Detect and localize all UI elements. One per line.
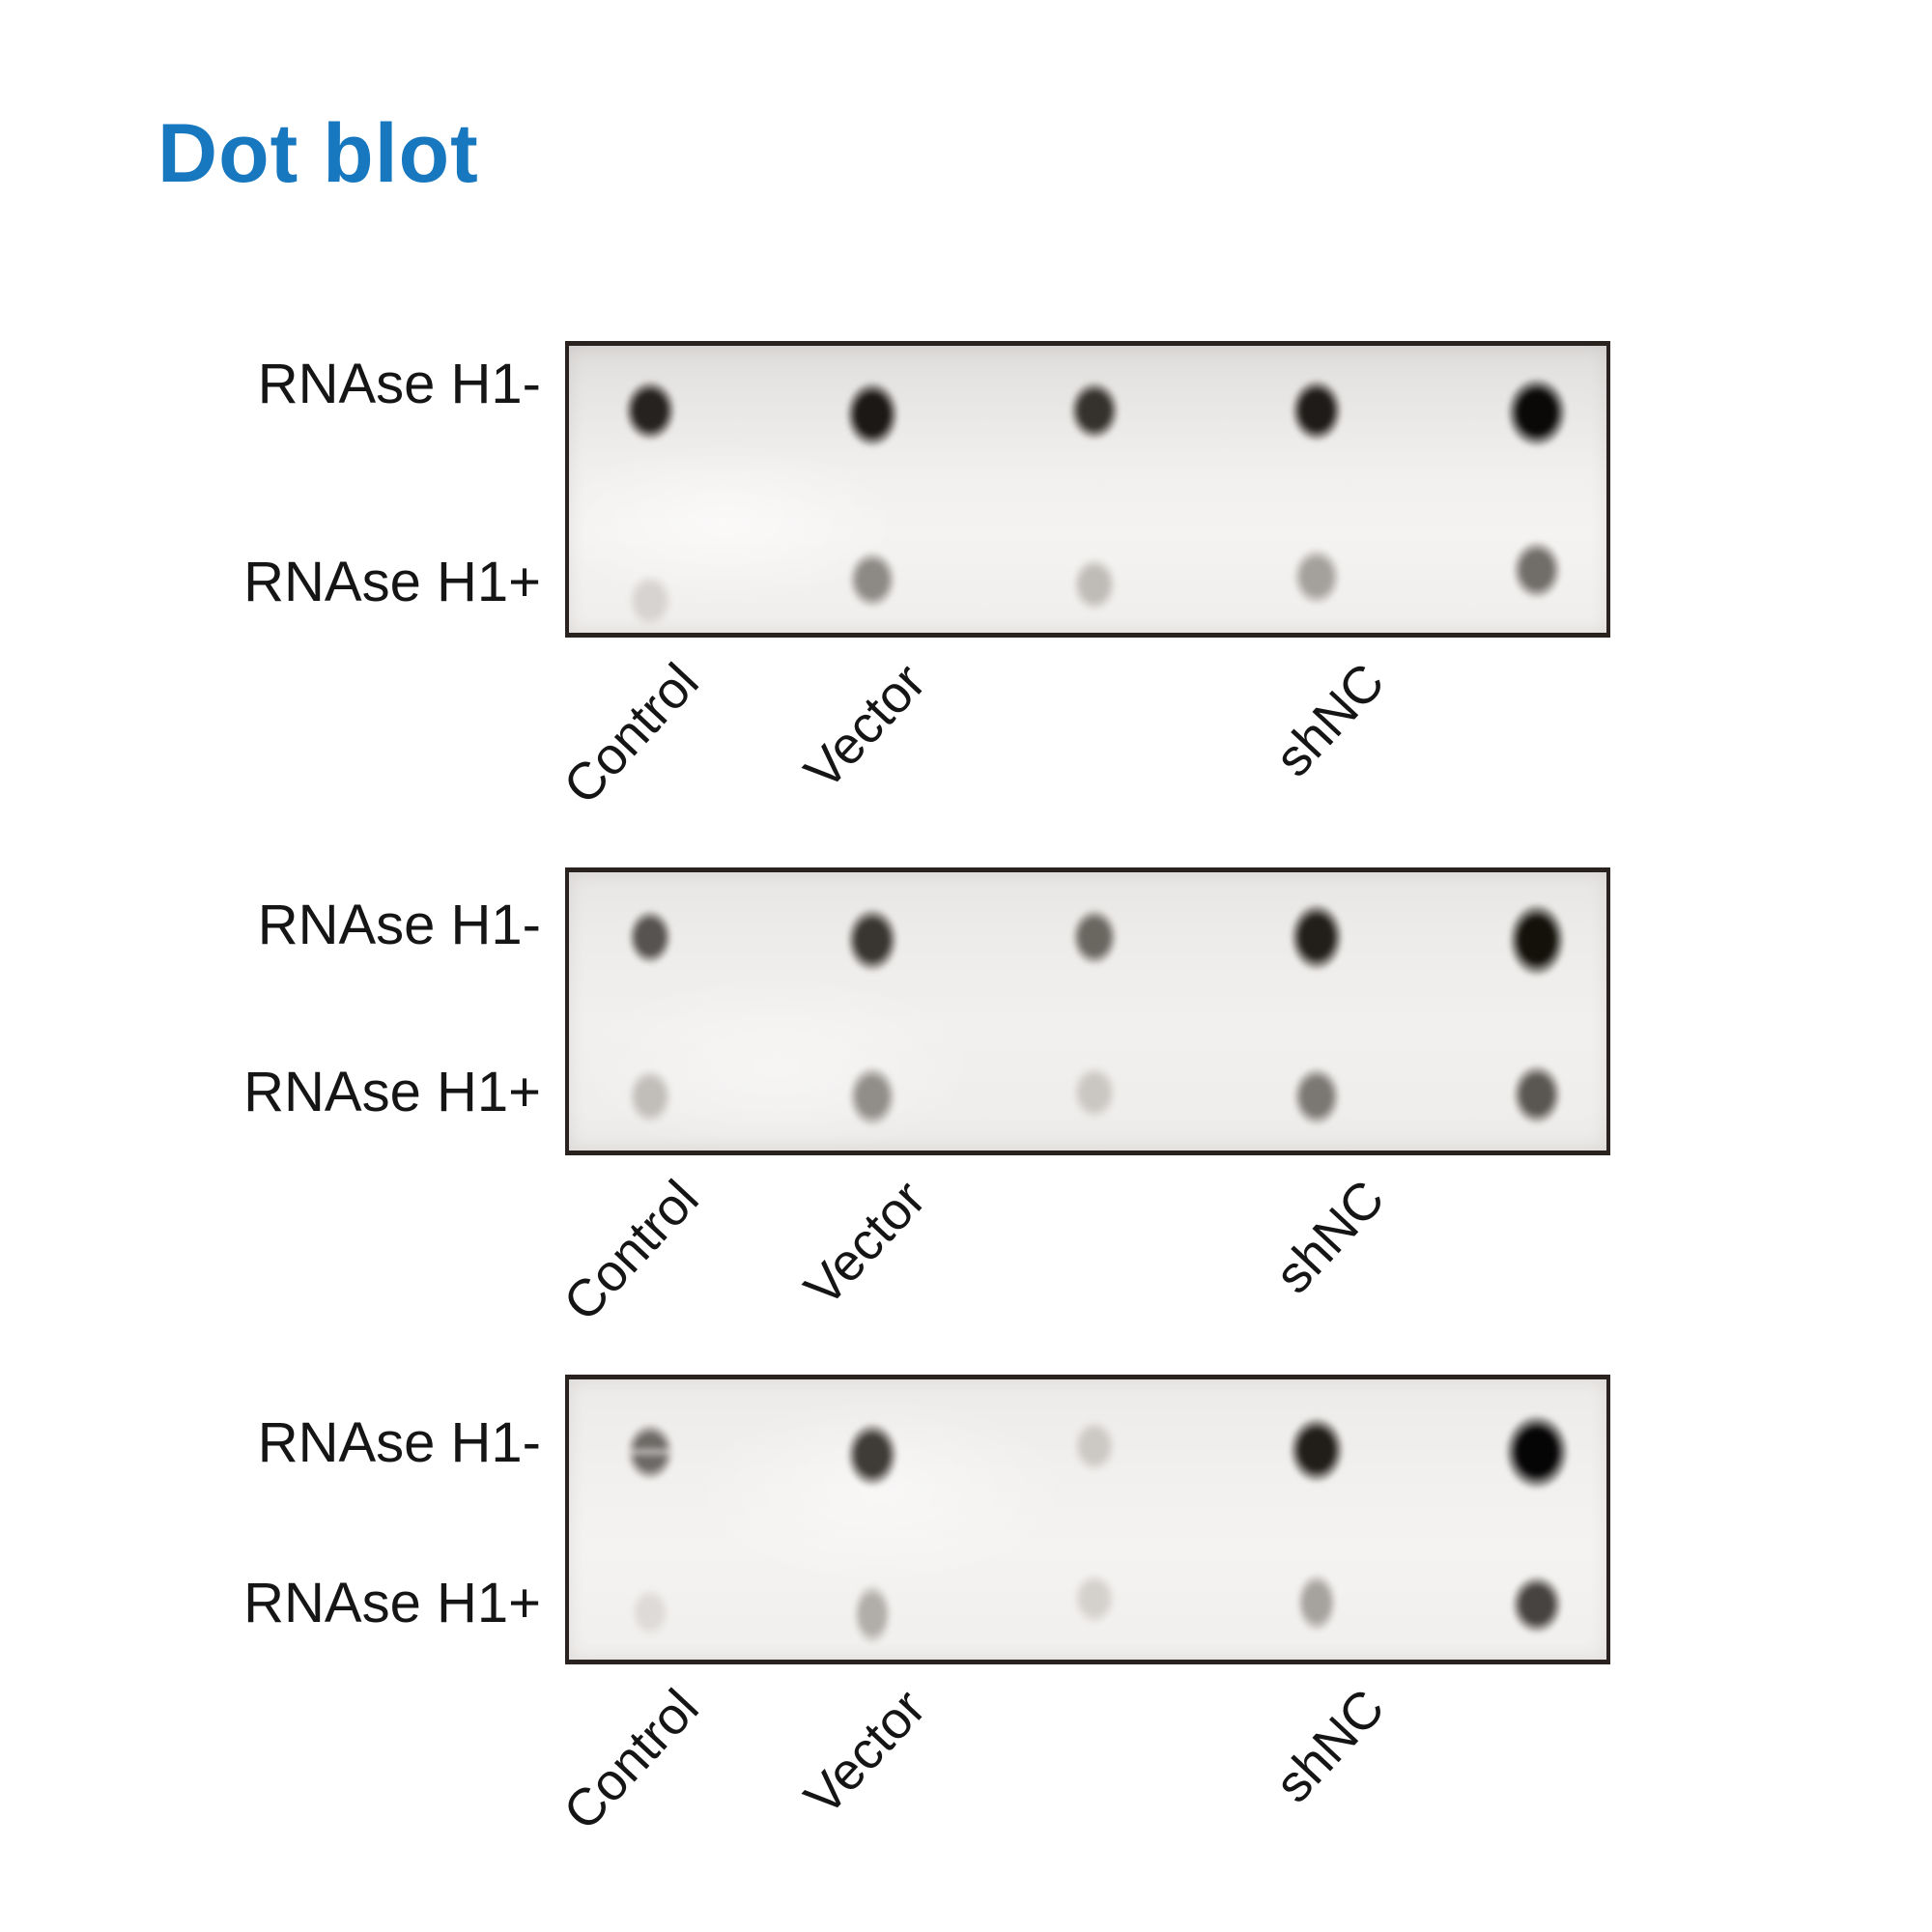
blot-dot <box>625 1422 675 1482</box>
lane-label-control: Control <box>553 652 710 815</box>
lane-label-control: Control <box>553 1169 710 1332</box>
blot-dot <box>630 1587 670 1637</box>
blot-dot <box>845 1421 899 1489</box>
blot-dot <box>1070 907 1119 967</box>
row-label-rnase-h1-minus: RNAse H1- <box>257 1411 541 1474</box>
lane-label-shnc: shNC <box>1264 1678 1396 1814</box>
lane-label-shnc: shNC <box>1264 1169 1396 1305</box>
blot-dot <box>627 908 673 966</box>
blot-dot <box>1510 1574 1564 1635</box>
blot-dot <box>1295 1572 1338 1634</box>
blot-panel-3: RNAse H1- RNAse H1+ Control Vector shNC <box>0 1375 1932 1887</box>
blot-dot <box>844 380 900 449</box>
blot-dot <box>1292 1065 1342 1127</box>
blot-dot <box>847 1065 897 1128</box>
blot-panel-1: RNAse H1- RNAse H1+ Control Vector shNC <box>0 341 1932 853</box>
blot-membrane <box>565 1375 1610 1664</box>
blot-dot <box>627 573 673 629</box>
blot-dot <box>1292 547 1342 607</box>
blot-membrane <box>565 341 1610 638</box>
blot-dot <box>1071 1065 1118 1121</box>
blot-dot <box>1072 1572 1117 1626</box>
lane-label-vector: Vector <box>793 1678 937 1827</box>
blot-dot <box>1068 380 1121 441</box>
row-label-rnase-h1-minus: RNAse H1- <box>257 353 541 415</box>
lane-label-vector: Vector <box>793 1169 937 1318</box>
blot-dot <box>1511 539 1563 601</box>
row-label-rnase-h1-plus: RNAse H1+ <box>243 551 541 613</box>
blot-dot <box>1507 901 1567 979</box>
blot-dot <box>1505 376 1569 449</box>
blot-panel-2: RNAse H1- RNAse H1+ Control Vector shNC <box>0 867 1932 1379</box>
blot-dot <box>1289 901 1345 973</box>
row-label-rnase-h1-plus: RNAse H1+ <box>243 1061 541 1123</box>
blot-dot <box>1290 378 1344 443</box>
blot-dot <box>627 1067 673 1125</box>
blot-membrane <box>565 867 1610 1155</box>
blot-dot <box>847 550 897 610</box>
blot-dot <box>1503 1412 1571 1492</box>
blot-dot <box>845 906 899 974</box>
lane-label-shnc: shNC <box>1264 652 1396 788</box>
blot-dot <box>1072 1419 1117 1473</box>
blot-dot <box>623 379 677 442</box>
blot-dot <box>1071 556 1118 612</box>
row-label-rnase-h1-minus: RNAse H1- <box>257 894 541 956</box>
blot-dot <box>1511 1063 1563 1126</box>
lane-label-control: Control <box>553 1678 710 1841</box>
blot-dot <box>1288 1415 1346 1485</box>
figure-title: Dot blot <box>157 107 479 200</box>
blot-dot <box>852 1582 893 1646</box>
lane-label-vector: Vector <box>793 652 937 801</box>
row-label-rnase-h1-plus: RNAse H1+ <box>243 1572 541 1634</box>
